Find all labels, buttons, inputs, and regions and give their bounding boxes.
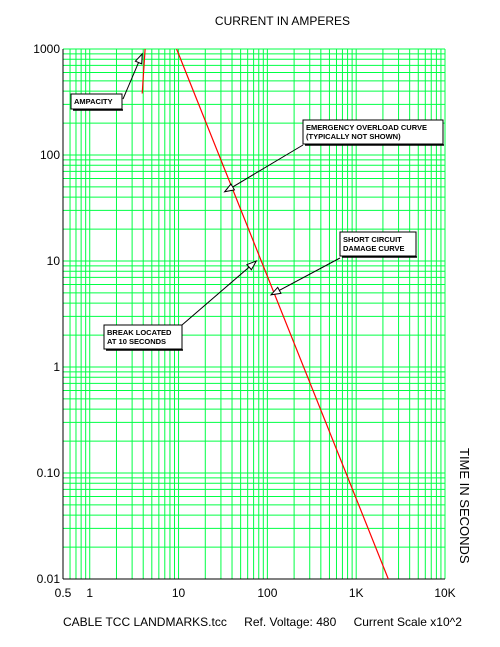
emergency-arrow-head	[223, 183, 236, 193]
break-label-text: BREAK LOCATED	[107, 328, 172, 337]
y-tick-label: 0.01	[37, 572, 61, 586]
curve-series-1	[141, 49, 146, 94]
y-tick-label: 1	[53, 360, 60, 374]
emergency-label-text: EMERGENCY OVERLOAD CURVE	[306, 123, 427, 132]
x-tick-label: 10	[172, 586, 186, 600]
break-label-box	[103, 324, 183, 350]
short-circuit-leader-line	[270, 257, 341, 296]
x-tick-label: 10K	[434, 586, 455, 600]
emergency-label-text: (TYPICALLY NOT SHOWN)	[306, 132, 401, 141]
footer-scale: Current Scale x10^2	[353, 615, 462, 629]
footer-filename: CABLE TCC LANDMARKS.tcc	[63, 615, 227, 629]
y-axis-title: TIME IN SECONDS	[457, 448, 472, 564]
y-tick-label: 100	[40, 148, 60, 162]
y-tick-label: 10	[47, 254, 61, 268]
curve-series-2	[176, 49, 389, 579]
x-tick-label: 0.5	[55, 586, 72, 600]
y-tick-label: 0.10	[37, 466, 61, 480]
y-tick-label: 1000	[33, 42, 60, 56]
x-tick-label: 1K	[349, 586, 364, 600]
break-label-text: AT 10 SECONDS	[107, 337, 166, 346]
emergency-label-box	[302, 119, 444, 145]
x-tick-label: 1	[86, 586, 93, 600]
short-circuit-label-box	[339, 231, 417, 257]
footer-voltage: Ref. Voltage: 480	[244, 615, 337, 629]
short-circuit-label-text: DAMAGE CURVE	[343, 244, 405, 253]
ampacity-label-box	[70, 93, 123, 110]
ampacity-arrow-head	[134, 52, 143, 65]
footer-bar: CABLE TCC LANDMARKS.tcc Ref. Voltage: 48…	[63, 615, 468, 629]
short-circuit-label-text: SHORT CIRCUIT	[343, 235, 402, 244]
short-circuit-arrow-head	[269, 286, 282, 296]
break-leader-line	[181, 260, 257, 326]
ampacity-label-text: AMPACITY	[74, 97, 113, 106]
emergency-leader-line	[224, 144, 304, 193]
x-tick-label: 100	[257, 586, 277, 600]
break-arrow-head	[246, 260, 258, 271]
chart-title: CURRENT IN AMPERES	[214, 14, 351, 28]
